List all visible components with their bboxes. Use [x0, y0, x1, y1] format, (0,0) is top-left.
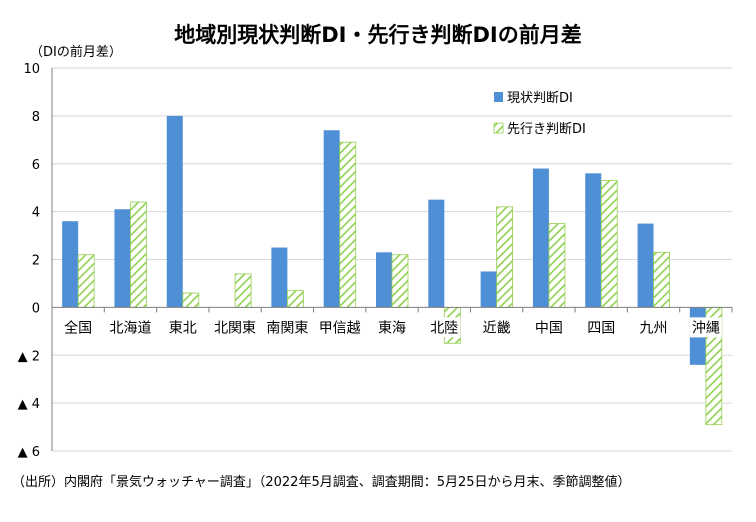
legend-swatch [493, 122, 504, 134]
category-label: 沖縄 [692, 320, 720, 336]
category-label: 全国 [64, 319, 92, 336]
legend-label: 先行き判断DI [507, 122, 586, 137]
y-tick-label: ▲ 4 [18, 397, 40, 412]
bar-outlook-8 [496, 206, 514, 308]
axes [51, 68, 733, 451]
category-label-bg [585, 317, 618, 338]
bar-current-4 [271, 247, 288, 308]
category-label-bg [480, 317, 513, 338]
category-labels: 全国 北海道 東北 北関東 南関東 甲信越 東海 北陸 近畿 中国 四国 九州 沖縄 [62, 317, 722, 338]
legend-swatch [494, 92, 503, 102]
bar-current-8 [480, 271, 497, 308]
category-label: 東北 [169, 320, 197, 336]
y-tick-label: 4 [32, 206, 40, 221]
category-label-bg [376, 317, 408, 338]
bar-current-7 [428, 199, 445, 308]
bar-outlook-0 [77, 254, 95, 308]
category-label: 中国 [535, 320, 563, 336]
bar-outlook-1 [130, 201, 147, 308]
legend: 現状判断DI 先行き判断DI [493, 91, 586, 137]
bar-current-1 [114, 209, 131, 308]
category-label: 北関東 [214, 320, 256, 336]
category-label-bg [212, 317, 259, 338]
category-label: 北海道 [109, 320, 151, 336]
category-label-bg [62, 317, 95, 338]
category-label: 四国 [587, 320, 615, 336]
category-label: 東海 [378, 320, 406, 336]
y-axis-label: （DIの前月差） [30, 44, 122, 60]
bar-current-0 [62, 221, 79, 308]
category-label-bg [532, 317, 565, 338]
bar-current-6 [376, 252, 392, 308]
bar-outlook-11 [653, 251, 670, 308]
bar-current-5 [323, 130, 340, 308]
y-tick-label: ▲ 6 [18, 445, 40, 460]
y-tick-label: 8 [32, 110, 40, 125]
y-tick-label: 0 [32, 301, 40, 316]
category-label-bg [166, 317, 199, 338]
category-label-bg [316, 317, 363, 338]
category-label-bg [689, 317, 722, 338]
bar-outlook-3 [234, 273, 252, 308]
category-label: 九州 [640, 320, 668, 336]
bars [62, 115, 723, 426]
bar-outlook-9 [548, 223, 566, 308]
y-tick-label: 6 [32, 158, 40, 173]
y-tick-label: ▲ 2 [18, 349, 40, 364]
y-tick-labels: 10 8 6 4 2 0 ▲ 2 ▲ 4 ▲ 6 [18, 62, 40, 460]
y-tick-label: 10 [23, 62, 40, 77]
category-label: 南関東 [266, 320, 308, 336]
source-note: （出所）内閣府「景気ウォッチャー調査」（2022年5月調査、調査期間：5月25日… [12, 474, 631, 490]
category-label: 北陸 [430, 320, 458, 336]
legend-label: 現状判断DI [507, 91, 573, 106]
bar-current-10 [585, 173, 602, 308]
category-label: 近畿 [483, 320, 511, 336]
category-label-bg [637, 317, 670, 338]
bar-current-11 [637, 223, 654, 308]
bar-outlook-6 [391, 254, 409, 308]
bar-outlook-2 [182, 292, 200, 308]
bar-outlook-5 [339, 141, 357, 308]
bar-outlook-4 [286, 290, 304, 308]
bar-current-9 [532, 168, 549, 308]
category-label: 甲信越 [319, 320, 361, 336]
category-label-bg [264, 317, 311, 338]
category-label-bg [428, 317, 461, 338]
bar-outlook-10 [600, 180, 618, 308]
bar-current-2 [166, 115, 183, 308]
y-tick-label: 2 [32, 254, 40, 269]
chart-title: 地域別現状判断DI・先行き判断DIの前月差 [174, 23, 582, 47]
category-label-bg [107, 317, 154, 338]
